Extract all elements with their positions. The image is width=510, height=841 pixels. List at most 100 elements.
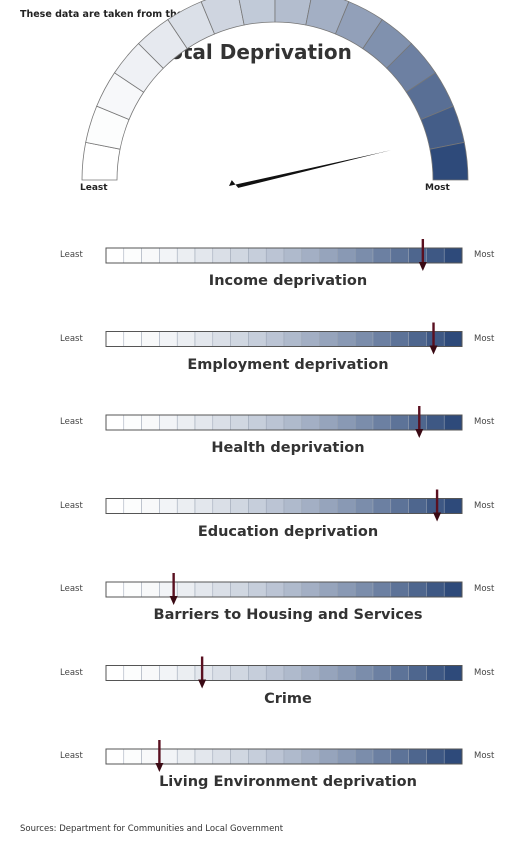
bar-segment (301, 247, 320, 264)
bar-segment (194, 331, 214, 347)
bar-segment (426, 581, 445, 598)
bar-segment (372, 247, 392, 264)
bar-segment (443, 581, 463, 598)
bar-segment (159, 414, 178, 431)
bar-segment (372, 665, 392, 681)
bar-most-label: Most (474, 417, 495, 427)
bar-segment (408, 748, 427, 765)
bar-segment (176, 498, 196, 514)
bar-segment (337, 247, 356, 264)
bar-segment (319, 581, 338, 598)
bar-segment (283, 414, 303, 431)
bar-segment (390, 498, 409, 514)
bar-segment (212, 247, 231, 264)
bar-most-label: Most (474, 500, 495, 511)
bar-segment (319, 331, 338, 347)
bar-frame (105, 331, 463, 347)
bar-segment (408, 665, 427, 681)
bar-segment (390, 247, 409, 264)
bar-segment (230, 247, 249, 264)
bar-segment (443, 498, 463, 514)
bar-segment (212, 665, 231, 681)
bar-segment (265, 581, 285, 598)
bar-segment (372, 498, 392, 514)
bar-marker-arrow (169, 596, 178, 605)
bar-segment (354, 581, 374, 598)
bar-segment (176, 331, 196, 347)
bar-segment (426, 665, 445, 681)
bar-segment (194, 581, 214, 598)
bar-segment (390, 748, 409, 765)
bar-segment (123, 247, 142, 264)
bar-segment (248, 414, 267, 431)
bar-segment (105, 498, 125, 514)
bar-segment (141, 331, 160, 347)
bar-segment (176, 414, 196, 431)
bar-segment (283, 665, 303, 681)
bar-most-label: Most (474, 333, 495, 344)
bar-segment (301, 498, 320, 514)
bar-segment (319, 665, 338, 681)
bar-frame (105, 665, 463, 681)
bar-segment (337, 748, 356, 765)
bar-segment (337, 581, 356, 598)
bar-segment (443, 331, 463, 347)
bar-segment (123, 665, 142, 681)
bar-segment (390, 581, 409, 598)
bar-least-label: Least (60, 667, 83, 678)
bar-segment (194, 665, 214, 681)
bar-frame (105, 498, 463, 514)
bar-segment (212, 581, 231, 598)
bar-segment (354, 748, 374, 765)
bar-segment (443, 247, 463, 264)
bar-segment (301, 331, 320, 347)
bar-title: Crime (264, 690, 312, 707)
bar-segment (408, 414, 427, 431)
bar-segment (230, 581, 249, 598)
bar-segment (426, 748, 445, 765)
bar-segment (319, 247, 338, 264)
bar-segment (319, 498, 338, 514)
bar-segment (283, 331, 303, 347)
bar-segment (230, 748, 249, 765)
bar-segment (248, 748, 267, 765)
bar-segment (443, 748, 463, 765)
gauge-least-label: Least (80, 183, 108, 193)
bar-segment (426, 331, 445, 347)
bar-segment (176, 748, 196, 765)
bar-segment (159, 665, 178, 681)
bar-segment (426, 414, 445, 431)
bar-marker-arrow (418, 262, 427, 271)
bar-most-label: Most (474, 250, 495, 260)
gauge-most-label: Most (425, 183, 450, 193)
bar-segment (319, 414, 338, 431)
bar-least-label: Least (60, 584, 83, 594)
bar-segment (265, 414, 285, 431)
bar-segment (248, 247, 267, 264)
gauge-segment (429, 141, 469, 181)
bar-marker-arrow (429, 345, 438, 355)
bar-segment (426, 498, 445, 514)
bar-segment (248, 665, 267, 681)
bar-segment (105, 581, 125, 598)
bar-segment (283, 498, 303, 514)
bar-segment (230, 331, 249, 347)
bar-segment (105, 247, 125, 264)
bar-segment (372, 581, 392, 598)
bar-segment (265, 247, 285, 264)
bar-segment (372, 414, 392, 431)
bar-segment (194, 498, 214, 514)
bar-segment (194, 748, 214, 765)
bar-segment (123, 498, 142, 514)
bar-segment (248, 331, 267, 347)
bar-segment (123, 414, 142, 431)
bar-segment (337, 665, 356, 681)
bar-frame (105, 581, 463, 598)
bar-segment (283, 581, 303, 598)
bar-segment (265, 665, 285, 681)
bar-least-label: Least (60, 751, 83, 761)
bar-segment (408, 498, 427, 514)
bar-segment (105, 748, 125, 765)
bar-title: Health deprivation (211, 440, 365, 456)
bar-segment (159, 331, 178, 347)
